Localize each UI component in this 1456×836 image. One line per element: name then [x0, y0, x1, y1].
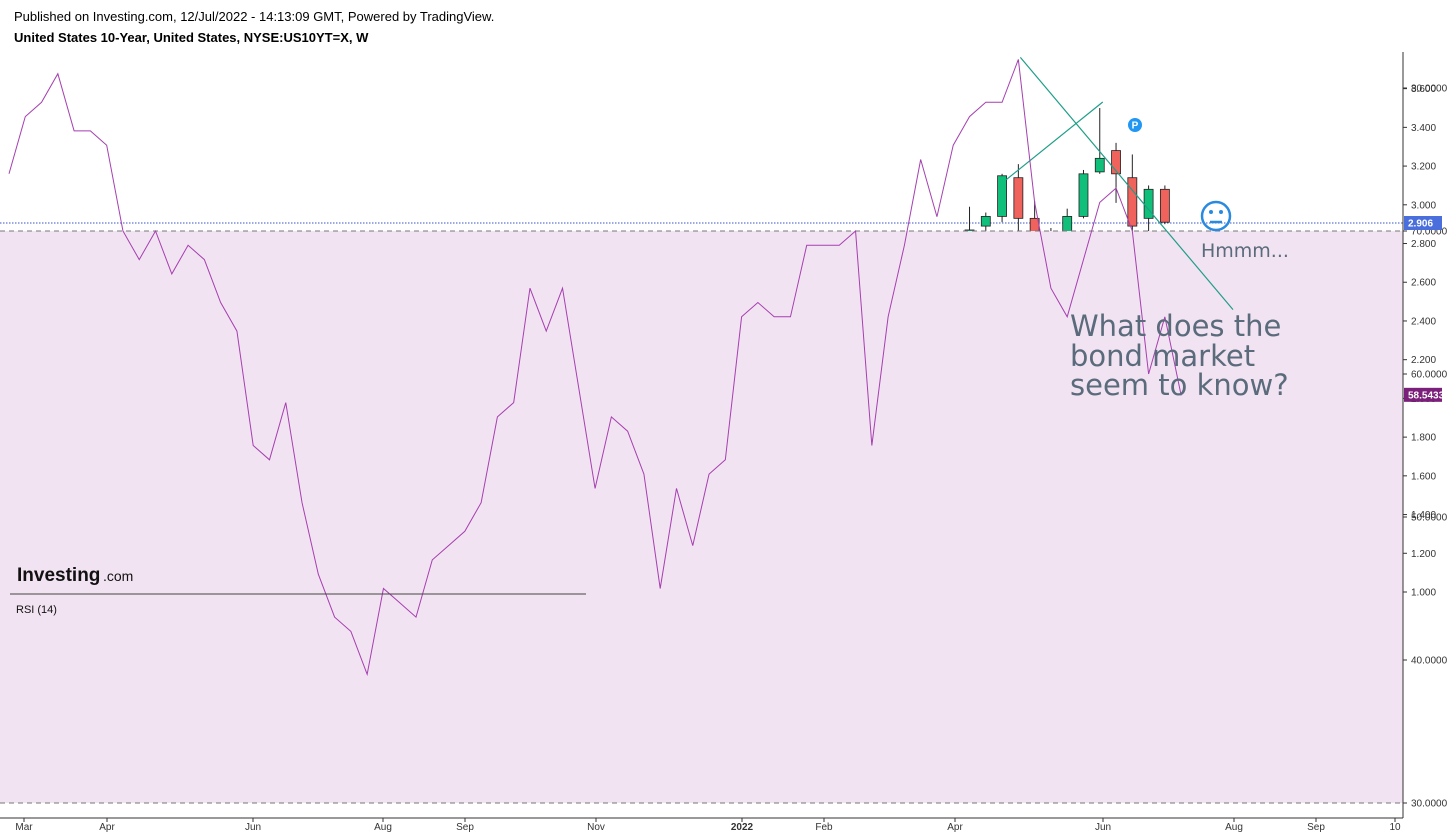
rsi-badge-text: 58.5433: [1408, 390, 1445, 401]
rsi-line: [8, 59, 1182, 677]
rsi-tick-label: 70.0000: [1411, 227, 1448, 238]
candle: [1094, 108, 1105, 174]
x-tick-label: Apr: [947, 822, 963, 833]
rsi-badge-bg: [1404, 387, 1442, 402]
price-tick-label: 1.800: [1411, 433, 1436, 444]
rsi-tick-label: 40.0000: [1411, 656, 1448, 667]
price-trend-line: [1005, 101, 1104, 181]
rsi-tick-label: 50.0000: [1411, 513, 1448, 524]
price-tick-label: 3.200: [1411, 162, 1436, 173]
rsi-title: RSI (14): [16, 604, 57, 616]
candle-body: [1013, 177, 1024, 219]
rsi-tick-label: 80.0000: [1411, 84, 1448, 95]
x-tick-label: Sep: [1307, 822, 1325, 833]
hmm-annotation: Hmmm...: [1201, 240, 1289, 262]
x-tick-label: Aug: [1225, 822, 1243, 833]
price-badge-bg: [1404, 215, 1442, 230]
candle-body: [1078, 173, 1089, 217]
investing-logo: Investing .com: [17, 565, 133, 586]
p-marker-label: P: [1132, 121, 1139, 132]
x-tick-label: Feb: [815, 822, 833, 833]
candle-body: [1094, 157, 1105, 173]
logo-main-text: Investing: [17, 565, 100, 586]
candle-body: [997, 175, 1007, 217]
candle: [1078, 169, 1089, 219]
candle-body: [1111, 150, 1121, 175]
rsi-trend-line: [1019, 57, 1234, 311]
x-tick-label: Mar: [15, 822, 33, 833]
price-tick-label: 1.400: [1411, 510, 1436, 521]
candle-body: [1159, 188, 1170, 223]
price-tick-label: 3.600: [1411, 84, 1436, 95]
candle-body: [1127, 177, 1138, 227]
x-tick-label: 2022: [731, 822, 754, 833]
x-tick-label: Jun: [1095, 822, 1111, 833]
rsi-badge: 58.5433: [1404, 387, 1445, 402]
x-tick-label: 10: [1389, 822, 1401, 833]
question-line-3: seem to know?: [1070, 368, 1289, 402]
x-tick-label: Sep: [456, 822, 474, 833]
candle: [997, 173, 1007, 223]
price-tick-label: 1.000: [1411, 588, 1436, 599]
confused-face-icon: [1200, 200, 1232, 232]
price-badge-text: 2.906: [1408, 218, 1433, 229]
candle: [1159, 185, 1170, 225]
x-tick-label: Aug: [374, 822, 392, 833]
price-tick-label: 3.000: [1411, 200, 1436, 211]
candle: [1013, 164, 1024, 240]
candle: [1127, 154, 1138, 244]
x-tick-label: Nov: [587, 822, 605, 833]
price-tick-label: 2.200: [1411, 355, 1436, 366]
published-info: Published on Investing.com, 12/Jul/2022 …: [14, 9, 495, 24]
rsi-tick-label: 60.0000: [1411, 370, 1448, 381]
candle-body: [980, 216, 991, 227]
question-annotation: What does the bond market seem to know?: [1070, 309, 1289, 402]
candle: [1111, 142, 1121, 203]
p-marker-icon[interactable]: P: [1128, 118, 1142, 132]
question-line-1: What does the: [1070, 309, 1281, 343]
rsi-tick-label: 30.0000: [1411, 799, 1448, 810]
x-tick-label: Jun: [245, 822, 261, 833]
axes: 1.0001.2001.4001.6001.8002.0002.2002.400…: [0, 52, 1448, 833]
price-tick-label: 2.600: [1411, 278, 1436, 289]
rsi-chart[interactable]: [0, 57, 1403, 804]
symbol-title: United States 10-Year, United States, NY…: [14, 30, 369, 45]
price-tick-label: 1.200: [1411, 549, 1436, 560]
price-tick-label: 2.400: [1411, 316, 1436, 327]
price-tick-label: 2.800: [1411, 239, 1436, 250]
price-badge: 2.906: [1404, 215, 1442, 230]
x-tick-label: Apr: [99, 822, 115, 833]
logo-suffix-text: .com: [103, 568, 133, 584]
price-tick-label: 3.400: [1411, 123, 1436, 134]
price-tick-label: 1.600: [1411, 471, 1436, 482]
question-line-2: bond market: [1070, 339, 1255, 373]
